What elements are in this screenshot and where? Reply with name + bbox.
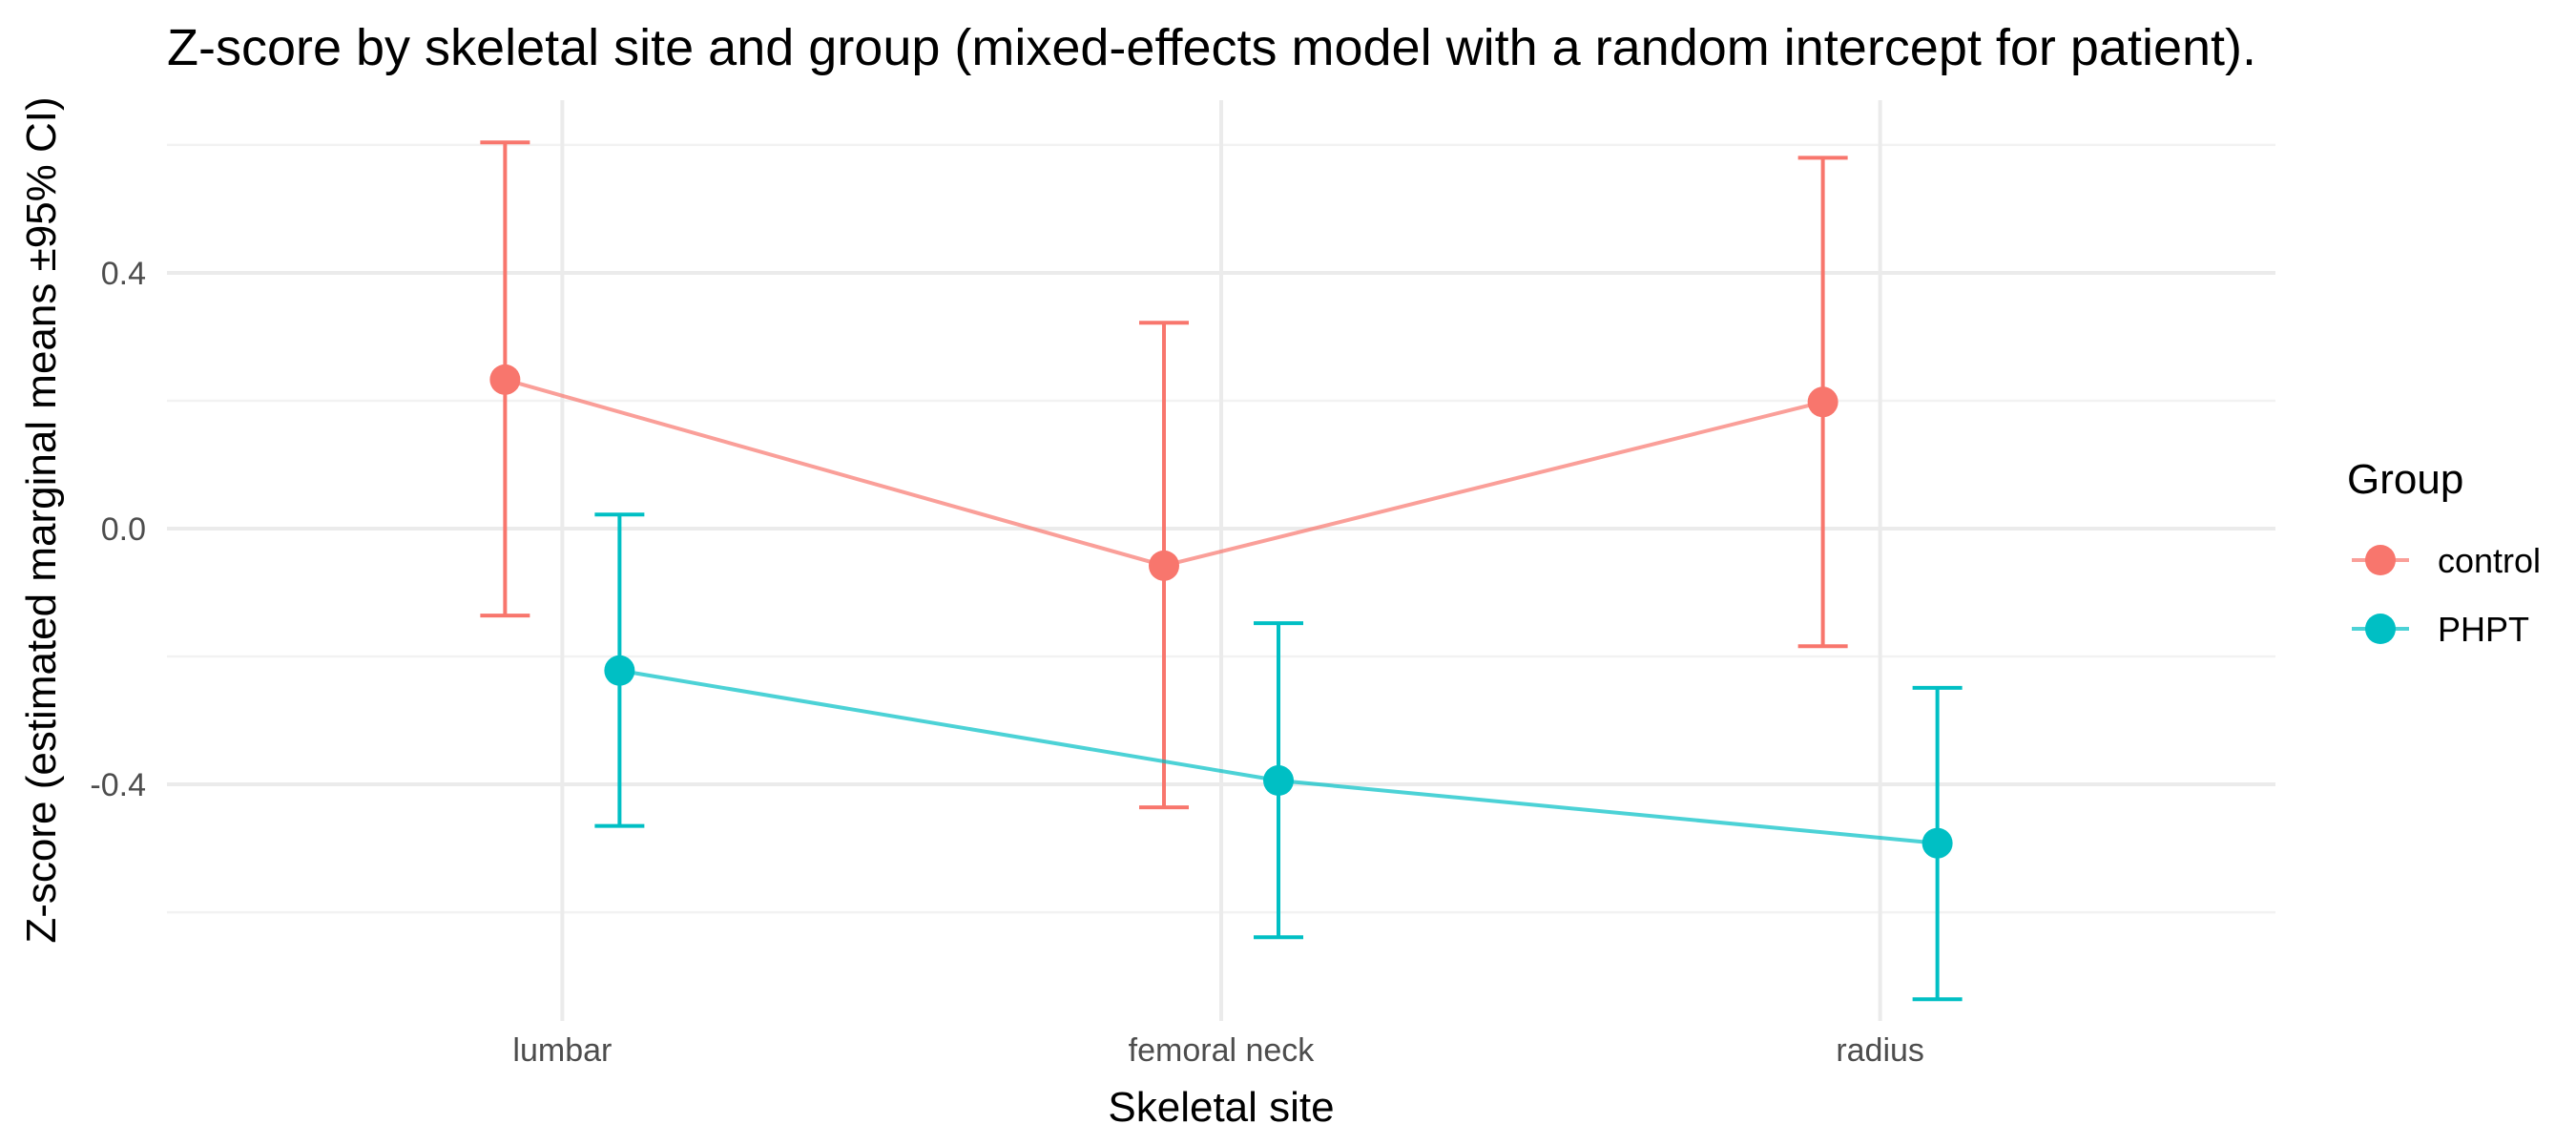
legend-title: Group [2347,456,2463,503]
x-tick-label: femoral neck [1129,1032,1316,1069]
data-point-control [489,364,521,395]
y-tick-label: 0.4 [101,256,146,292]
legend-label-PHPT: PHPT [2438,610,2529,649]
x-axis-title: Skeletal site [1108,1084,1334,1131]
plot-area: -0.4 0.0 0.4 lumbar femoral neck radius [90,100,2275,1069]
chart-title: Z-score by skeletal site and group (mixe… [167,19,2256,76]
legend-label-control: control [2438,541,2541,580]
legend-key-point-control [2365,545,2396,575]
x-tick-label: lumbar [512,1032,612,1069]
data-point-PHPT [1922,827,1953,859]
data-point-control [1807,386,1839,418]
data-point-control [1149,550,1179,581]
data-point-PHPT [604,655,635,686]
x-tick-label: radius [1836,1032,1924,1069]
y-axis-title: Z-score (estimated marginal means ±95% C… [18,96,65,943]
y-tick-label: 0.0 [101,511,146,548]
legend-key-point-PHPT [2365,614,2396,644]
legend: Group control PHPT [2347,456,2541,649]
y-tick-label: -0.4 [90,767,146,803]
data-point-PHPT [1263,765,1294,797]
